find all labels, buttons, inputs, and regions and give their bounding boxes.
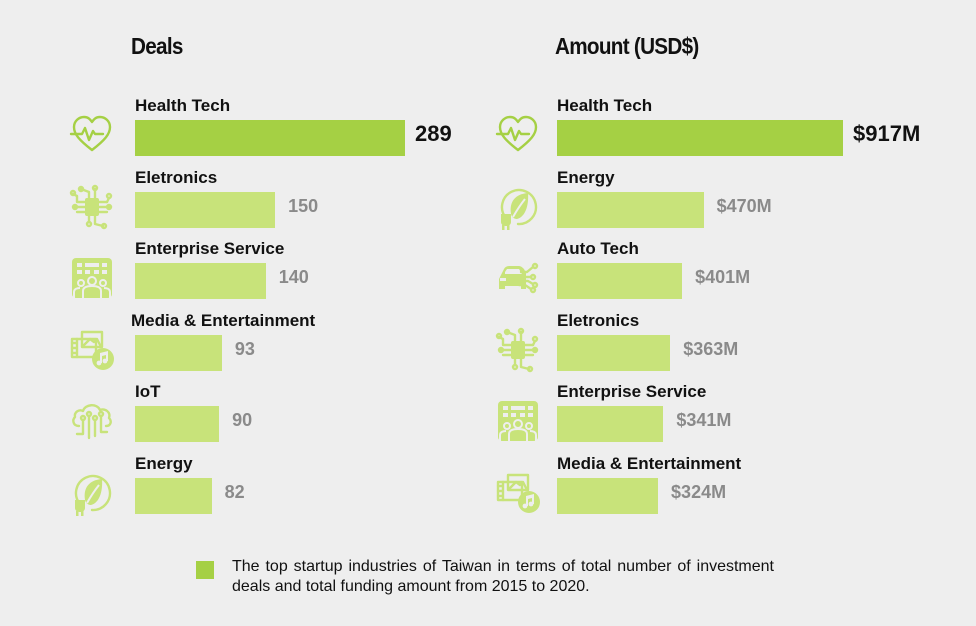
circuit-chip-icon [69,184,115,230]
amount-row: Eletronics $363M [0,311,976,383]
deals-bar [135,120,405,156]
legend-swatch [196,561,214,579]
deals-bar [135,406,220,443]
enterprise-team-icon [69,255,115,301]
amount-row: Auto Tech $401M [0,239,976,311]
legend-text: The top startup industries of Taiwan in … [232,558,774,595]
enterprise-team-icon [495,398,541,444]
amount-bar [557,263,683,300]
amount-category-label: Enterprise Service [557,382,707,402]
deals-value-label: 150 [288,195,319,216]
deals-row: Enterprise Service 140 [0,239,976,311]
amount-value-label: $401M [695,267,751,288]
amount-value-label: $324M [671,482,727,502]
amount-category-label: Energy [557,167,615,187]
deals-value-label: 93 [234,338,255,359]
media-music-icon [495,470,541,516]
deals-row: Media & Entertainment 93 [0,311,976,383]
deals-category-label: Enterprise Service [135,239,285,259]
amount-value-label: $470M [716,195,772,216]
amount-bar [557,334,671,371]
amount-row: Health Tech $917M [0,96,976,168]
amount-row: Enterprise Service $341M [0,382,976,454]
circuit-chip-icon [495,327,541,373]
deals-category-label: Eletronics [135,167,218,187]
amount-bar [557,406,664,443]
amount-bar [557,120,843,156]
media-music-icon [69,327,115,373]
amount-category-label: Auto Tech [557,239,639,259]
deals-bar [135,191,276,228]
deals-value-label: 90 [232,410,253,431]
energy-leaf-plug-icon [69,470,115,516]
amount-bar [557,478,659,514]
deals-row: IoT 90 [0,382,976,454]
iot-cloud-icon [69,398,115,444]
heart-pulse-icon [495,112,541,158]
deals-category-label: Media & Entertainment [131,310,316,330]
amount-value-label: $917M [853,121,921,146]
deals-value-label: 82 [224,482,245,502]
energy-leaf-plug-icon [495,184,541,230]
deals-bar [135,334,222,371]
heart-pulse-icon [69,112,115,158]
amount-value-label: $363M [683,338,739,359]
amount-value-label: $341M [676,410,732,431]
deals-category-label: Energy [135,454,193,473]
deals-category-label: IoT [135,382,161,402]
deals-bar [135,263,266,300]
deals-bar [135,478,212,514]
amount-category-label: Eletronics [557,310,640,330]
auto-tech-car-icon [495,255,541,301]
deals-value-label: 140 [278,267,309,288]
deals-title: Deals [131,33,183,59]
amount-bar [557,191,704,228]
amount-title: Amount (USD$) [555,33,699,59]
deals-value-label: 289 [415,121,452,146]
amount-category-label: Health Tech [557,96,653,115]
amount-row: Media & Entertainment $324M [0,454,976,526]
deals-row: Energy 82 [0,454,976,526]
deals-row: Eletronics 150 [0,168,976,240]
amount-category-label: Media & Entertainment [557,454,742,473]
amount-row: Energy $470M [0,168,976,240]
deals-row: Health Tech 289 [0,96,976,168]
deals-category-label: Health Tech [135,96,231,115]
